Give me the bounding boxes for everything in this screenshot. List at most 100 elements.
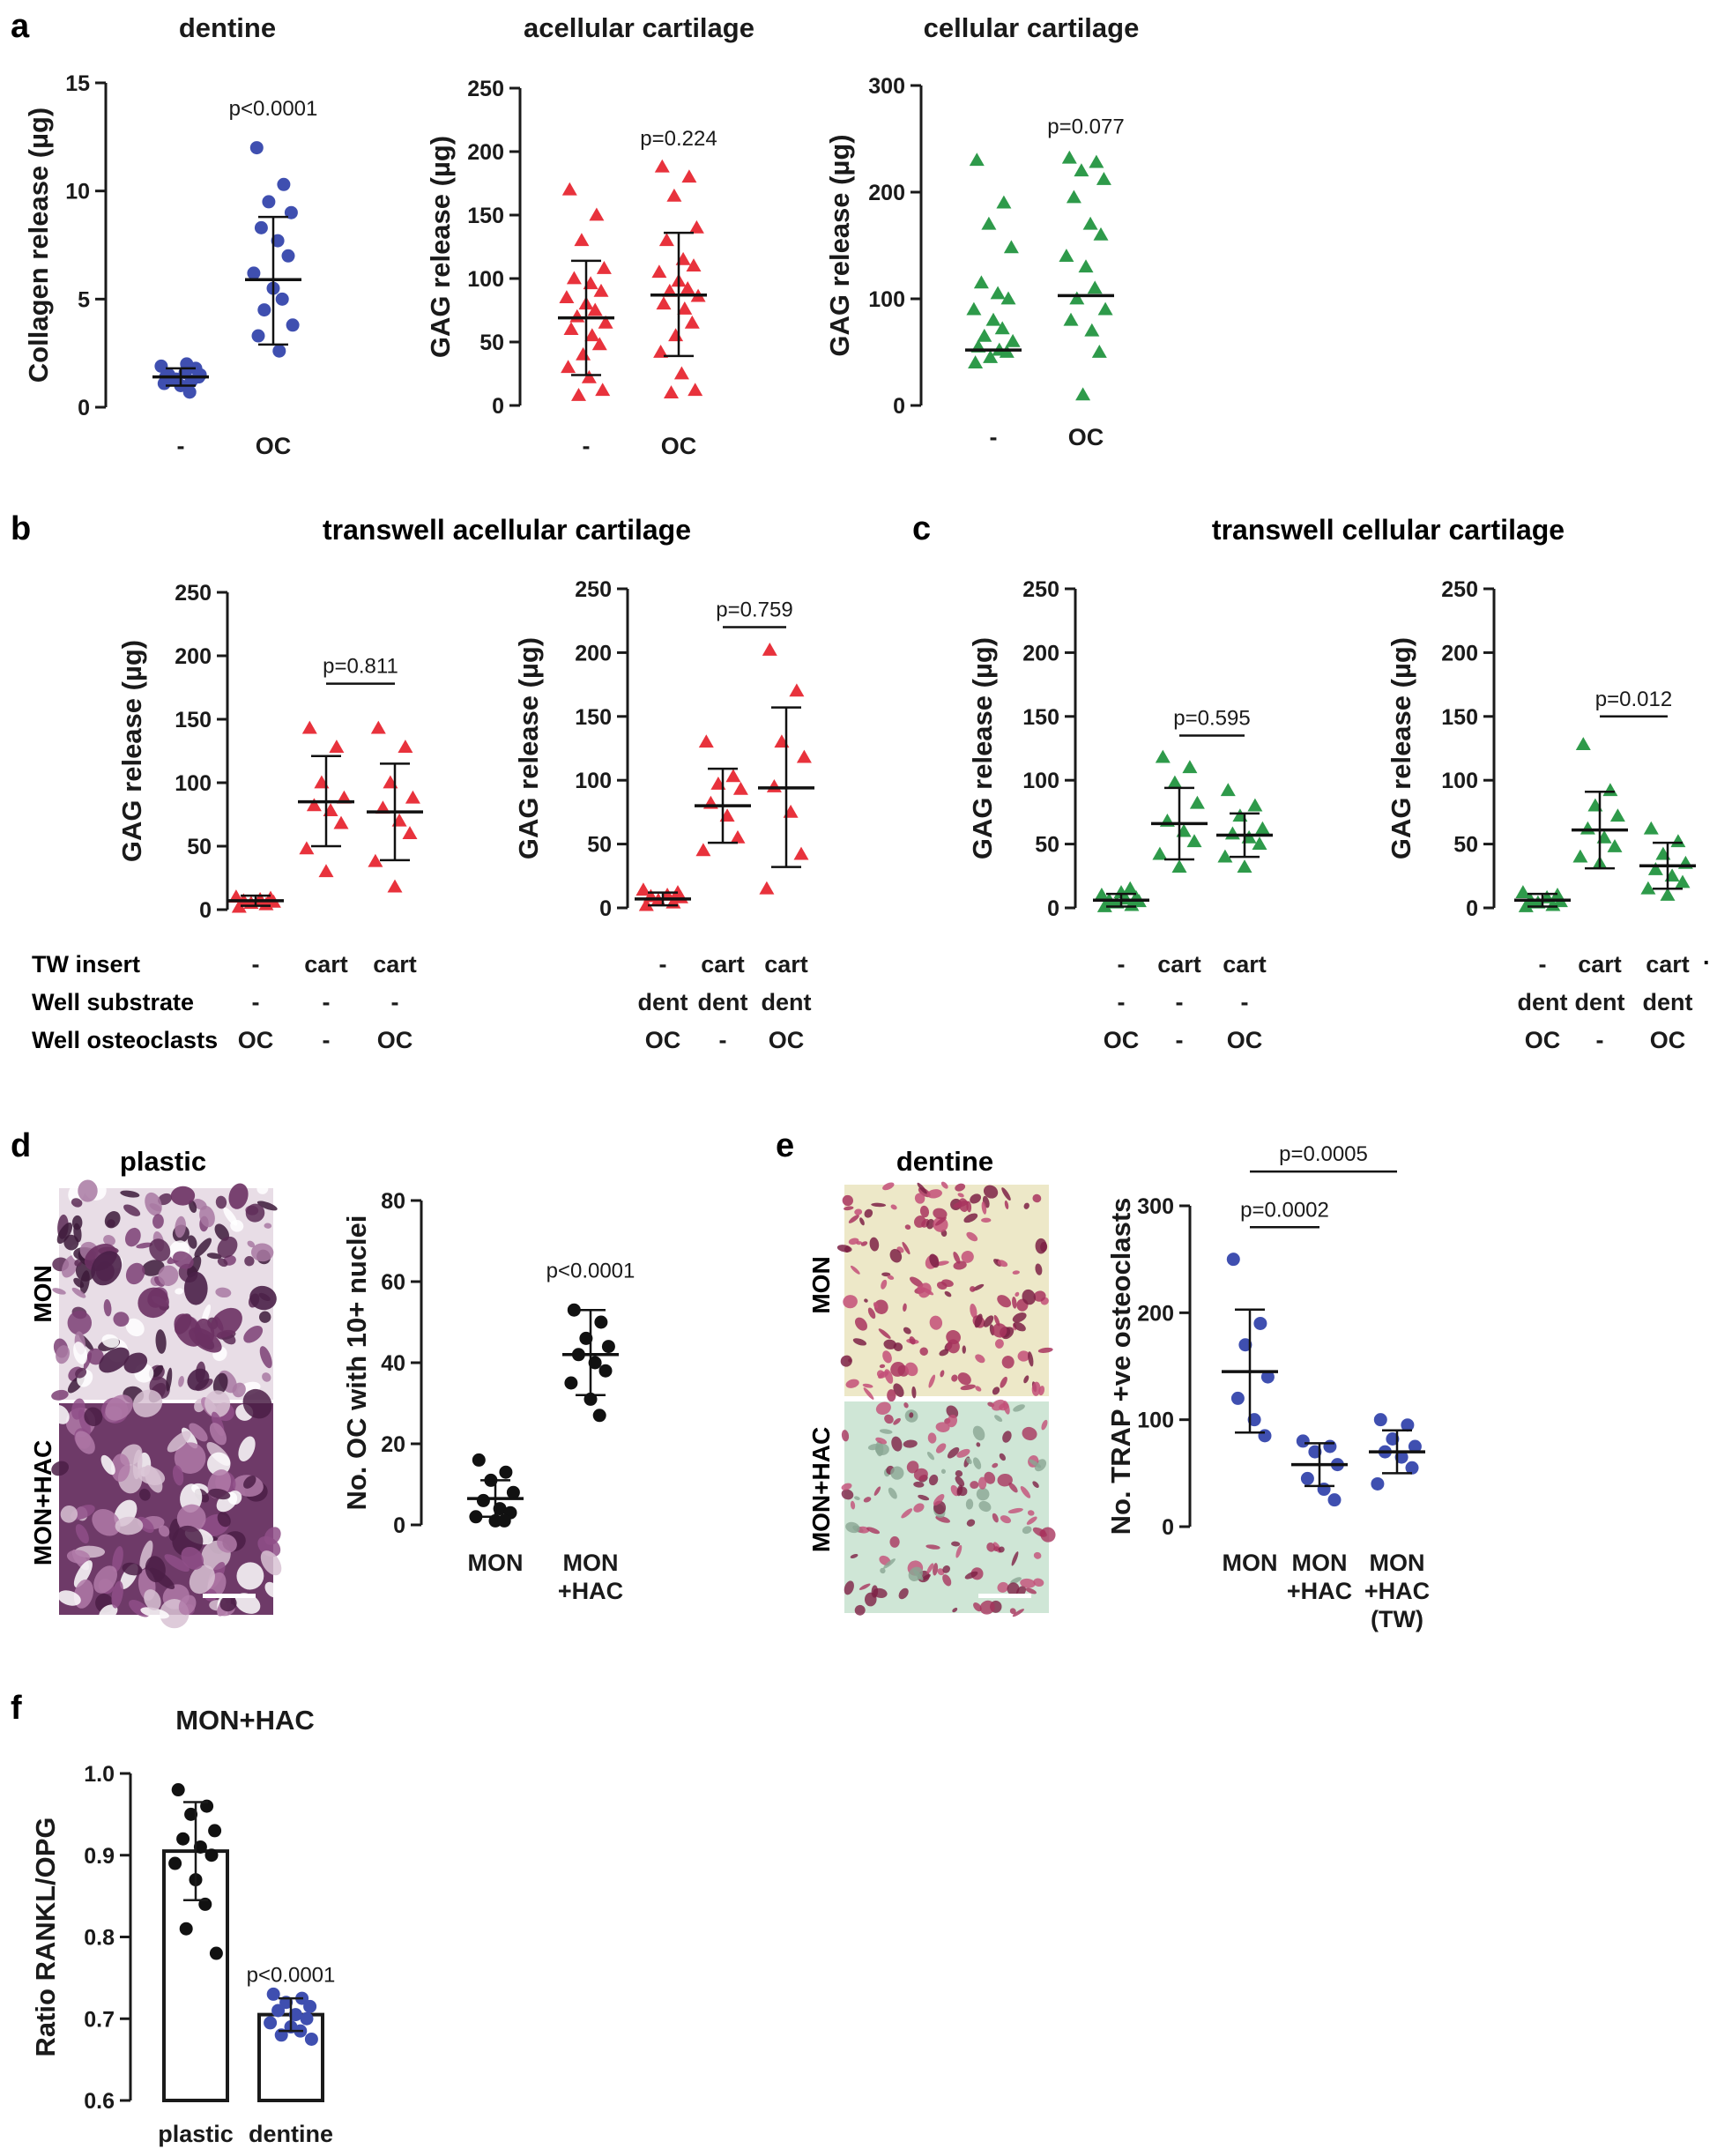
chart-f-rankl-opg: 0.6 0.7 0.8 0.9 1.0 Ratio RANKL/OPG MON+HAC pla…: [30, 1705, 335, 2147]
y-tick-label: 50: [187, 835, 212, 859]
table-cell: -: [1118, 989, 1126, 1015]
y-tick-label: 200: [575, 641, 612, 665]
p-value-label: p<0.0001: [247, 1964, 336, 1988]
data-point: [985, 312, 1001, 326]
data-point: [1093, 227, 1109, 241]
data-point: [1327, 1493, 1342, 1507]
data-point: [209, 1946, 223, 1960]
row-label-well-osteoclasts: Well osteoclasts: [32, 1027, 218, 1053]
data-point: [254, 220, 268, 234]
data-point: [304, 2032, 318, 2046]
table-cell: dent: [698, 989, 748, 1015]
y-tick-label: 100: [1137, 1409, 1174, 1433]
data-point: [994, 321, 1010, 335]
data-point: [1308, 1445, 1322, 1459]
data-point: [677, 301, 693, 315]
table-cell: OC: [238, 1027, 274, 1053]
data-point: [1602, 783, 1618, 797]
data-point: [1254, 821, 1270, 835]
micrograph-d-top-label: MON: [29, 1265, 56, 1322]
data-point: [1217, 849, 1233, 863]
data-point: [1096, 171, 1111, 185]
x-category-label: OC: [661, 433, 697, 459]
data-point: [204, 1848, 219, 1862]
y-tick-label: 100: [467, 267, 504, 292]
chart-a-dentine: 0 5 10 15 Collagen release (µg) dentine - OC p<0…: [23, 12, 317, 459]
data-point: [301, 720, 317, 734]
y-tick-label: 100: [1441, 769, 1478, 793]
data-point: [402, 826, 418, 839]
table-cell: OC: [769, 1027, 805, 1053]
table-cell: OC: [1104, 1027, 1140, 1053]
data-point: [596, 260, 612, 274]
data-point: [588, 1356, 602, 1370]
data-point: [654, 159, 670, 173]
y-axis-label: No. TRAP +ve osteoclasts: [1105, 1198, 1136, 1535]
data-point: [688, 219, 704, 234]
data-point: [333, 815, 349, 829]
data-point: [969, 152, 985, 167]
data-point: [1401, 1418, 1415, 1432]
table-cell: -: [1241, 989, 1249, 1015]
data-point: [405, 790, 420, 804]
x-category-label: MON: [563, 1550, 619, 1576]
data-point: [561, 182, 577, 196]
data-point: [564, 1376, 578, 1390]
data-point: [506, 1485, 520, 1499]
table-cell: -: [391, 989, 399, 1015]
y-tick-label: 150: [1441, 705, 1478, 730]
y-tick-label: 0: [199, 898, 212, 923]
panel-b-title: transwell acellular cartilage: [323, 514, 691, 546]
data-point: [208, 1824, 222, 1838]
x-category-label: plastic: [158, 2121, 234, 2147]
data-point: [686, 258, 702, 271]
y-tick-label: 200: [1441, 641, 1478, 665]
data-point: [762, 643, 777, 656]
data-point: [1572, 849, 1588, 863]
table-cell: -: [252, 951, 260, 978]
table-cell: cart: [1223, 951, 1267, 978]
chart-title: dentine: [179, 12, 276, 43]
data-point: [299, 841, 315, 855]
data-point: [1670, 834, 1686, 848]
data-point: [1167, 775, 1183, 789]
data-point: [681, 169, 697, 183]
data-point: [636, 882, 651, 896]
y-axis-label: GAG release (µg): [824, 134, 855, 356]
y-tick-label: 0.8: [84, 1926, 115, 1951]
y-tick-label: 100: [868, 287, 905, 312]
y-tick-label: 150: [1022, 705, 1059, 730]
data-point: [1247, 1413, 1261, 1427]
y-tick-label: 0.9: [84, 1844, 115, 1869]
table-cell: -: [1176, 1027, 1184, 1053]
table-cell: OC: [377, 1027, 413, 1053]
data-point: [1300, 1471, 1314, 1485]
table-cell: -: [252, 989, 260, 1015]
data-point: [684, 315, 700, 329]
p-value-label: p<0.0001: [546, 1259, 636, 1282]
micrograph-d-mon-image: [51, 1177, 278, 1404]
data-point: [184, 1807, 198, 1821]
data-point: [1075, 387, 1091, 401]
data-point: [966, 301, 982, 316]
panel-letter-a: a: [11, 8, 30, 45]
chart-title: MON+HAC: [175, 1705, 315, 1736]
data-point: [469, 1510, 483, 1524]
y-axis-label: Ratio RANKL/OPG: [30, 1817, 61, 2056]
p-value-label: p=0.224: [640, 127, 717, 151]
data-point: [247, 266, 261, 280]
data-point: [193, 1840, 207, 1854]
table-cell: dent: [638, 989, 688, 1015]
y-axis-label: Collagen release (µg): [23, 108, 54, 383]
y-tick-label: 20: [381, 1432, 405, 1457]
data-point: [1224, 826, 1240, 840]
data-point: [695, 843, 711, 857]
y-tick-label: 40: [381, 1351, 405, 1376]
y-axis-label: GAG release (µg): [425, 136, 456, 358]
micrograph-e-monhac-image: [841, 1399, 1056, 1617]
data-point: [561, 360, 576, 374]
data-point: [1189, 795, 1205, 809]
data-point: [1386, 1432, 1400, 1446]
